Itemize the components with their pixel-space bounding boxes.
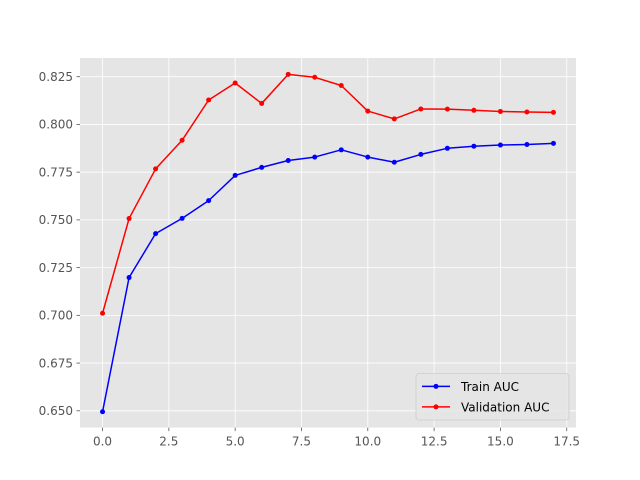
data-point — [179, 215, 185, 221]
data-point — [285, 71, 291, 77]
data-point — [153, 166, 159, 172]
x-tick-label: 2.5 — [159, 435, 178, 449]
x-tick-label: 5.0 — [226, 435, 245, 449]
legend-marker — [433, 383, 439, 389]
x-tick-label: 0.0 — [93, 435, 112, 449]
data-point — [232, 80, 238, 86]
data-point — [259, 164, 265, 170]
y-tick-label: 0.725 — [39, 261, 73, 275]
series-layer — [100, 71, 556, 415]
x-tick-label: 7.5 — [292, 435, 311, 449]
data-point — [126, 216, 132, 222]
legend-box — [415, 373, 570, 421]
data-point — [232, 172, 238, 178]
data-point — [338, 147, 344, 153]
data-point — [100, 310, 106, 316]
data-point — [497, 142, 503, 148]
x-tick-label: 12.5 — [421, 435, 448, 449]
y-tick-label: 0.825 — [39, 70, 73, 84]
data-point — [524, 109, 530, 115]
data-point — [444, 145, 450, 151]
data-point — [285, 158, 291, 164]
data-point — [153, 231, 159, 237]
data-point — [550, 109, 556, 115]
data-point — [391, 159, 397, 165]
data-point — [497, 108, 503, 114]
data-point — [179, 137, 185, 143]
y-tick-label: 0.750 — [39, 213, 73, 227]
plot-area — [80, 58, 576, 428]
data-point — [259, 100, 265, 106]
series-line — [101, 73, 554, 314]
data-point — [206, 198, 212, 204]
data-point — [418, 106, 424, 112]
data-point — [126, 275, 132, 281]
data-point — [312, 154, 318, 160]
data-point — [100, 409, 106, 415]
data-point — [312, 74, 318, 80]
x-tick-label: 10.0 — [354, 435, 381, 449]
data-point — [365, 154, 371, 160]
y-tick-label: 0.775 — [39, 165, 73, 179]
data-point — [365, 108, 371, 114]
y-tick-label: 0.650 — [39, 404, 73, 418]
data-point — [338, 82, 344, 88]
series-validation-auc — [100, 71, 556, 316]
x-tick-label: 17.5 — [553, 435, 580, 449]
data-point — [418, 151, 424, 157]
y-tick-label: 0.800 — [39, 118, 73, 132]
data-point — [391, 116, 397, 122]
legend: Train AUC Validation AUC — [415, 373, 570, 421]
legend-marker — [433, 404, 439, 410]
data-point — [550, 140, 556, 146]
y-tick-label: 0.700 — [39, 309, 73, 323]
data-point — [471, 143, 477, 149]
data-point — [471, 107, 477, 113]
grid-lines — [80, 58, 576, 428]
legend-label: Train AUC — [460, 380, 519, 394]
series-train-auc — [100, 140, 556, 415]
y-tick-label: 0.675 — [39, 356, 73, 370]
x-tick-label: 15.0 — [487, 435, 514, 449]
data-point — [444, 106, 450, 112]
data-point — [206, 97, 212, 103]
data-point — [524, 141, 530, 147]
axis-ticks: 0.0 2.5 5.0 7.5 10.0 12.5 15.0 17.5 0.650 0.675 0.… — [39, 70, 580, 449]
legend-label: Validation AUC — [461, 400, 549, 414]
series-line — [101, 142, 554, 412]
